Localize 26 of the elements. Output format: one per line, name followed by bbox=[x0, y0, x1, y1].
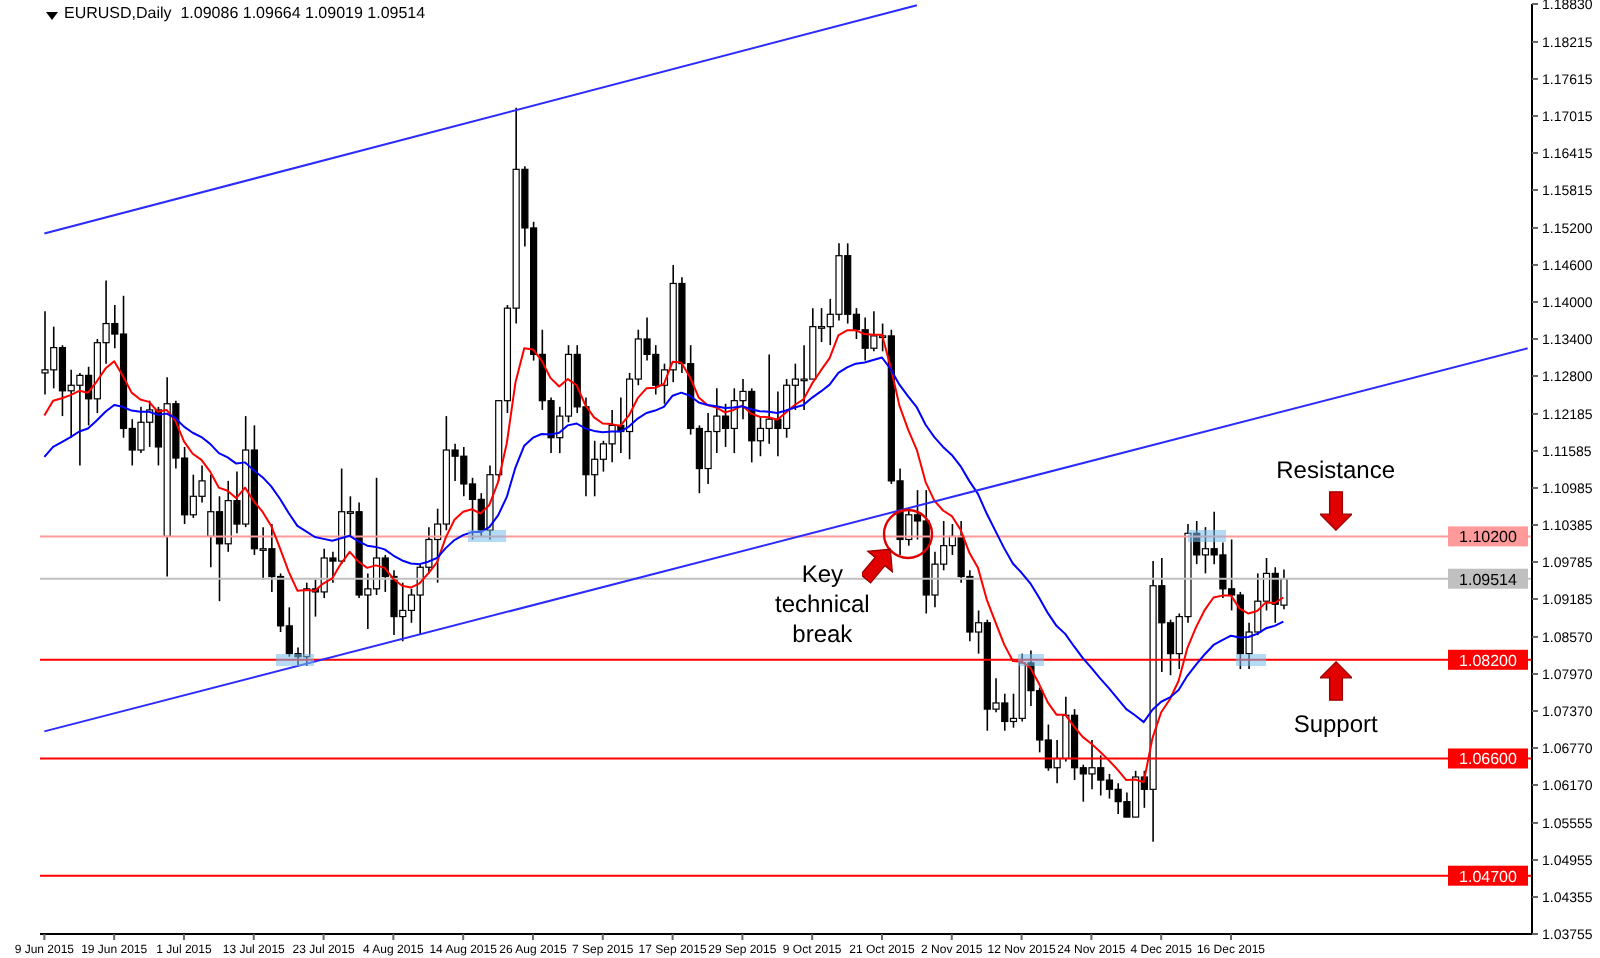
ref-line-label: 1.04700 bbox=[1459, 867, 1519, 886]
annotation: Support bbox=[1291, 709, 1380, 740]
candlestick bbox=[1053, 739, 1061, 784]
ref-line-label: 1.06600 bbox=[1459, 750, 1519, 769]
candlestick bbox=[207, 473, 215, 569]
candlestick bbox=[76, 372, 84, 467]
candlestick bbox=[1280, 568, 1288, 611]
candlestick bbox=[137, 406, 145, 454]
candlestick bbox=[58, 344, 67, 417]
candlestick bbox=[1219, 541, 1227, 599]
annotation: Key technical break bbox=[772, 559, 872, 650]
candlestick bbox=[1088, 739, 1096, 791]
candlestick bbox=[870, 310, 878, 353]
ref-line-label: 1.10200 bbox=[1459, 528, 1519, 547]
candlestick bbox=[41, 310, 49, 396]
ref-line-label: 1.09514 bbox=[1459, 570, 1519, 589]
candlestick bbox=[215, 495, 224, 602]
annotation: Resistance bbox=[1274, 455, 1398, 486]
candlestick bbox=[1201, 526, 1210, 575]
candlestick bbox=[704, 412, 712, 485]
chart-title: EURUSD,Daily 1.09086 1.09664 1.09019 1.09514 bbox=[64, 4, 426, 22]
candlestick bbox=[721, 402, 730, 448]
candlestick bbox=[390, 569, 398, 636]
ref-line-label: 1.08200 bbox=[1459, 651, 1519, 670]
candlestick bbox=[774, 390, 782, 457]
candlestick bbox=[1105, 773, 1114, 800]
